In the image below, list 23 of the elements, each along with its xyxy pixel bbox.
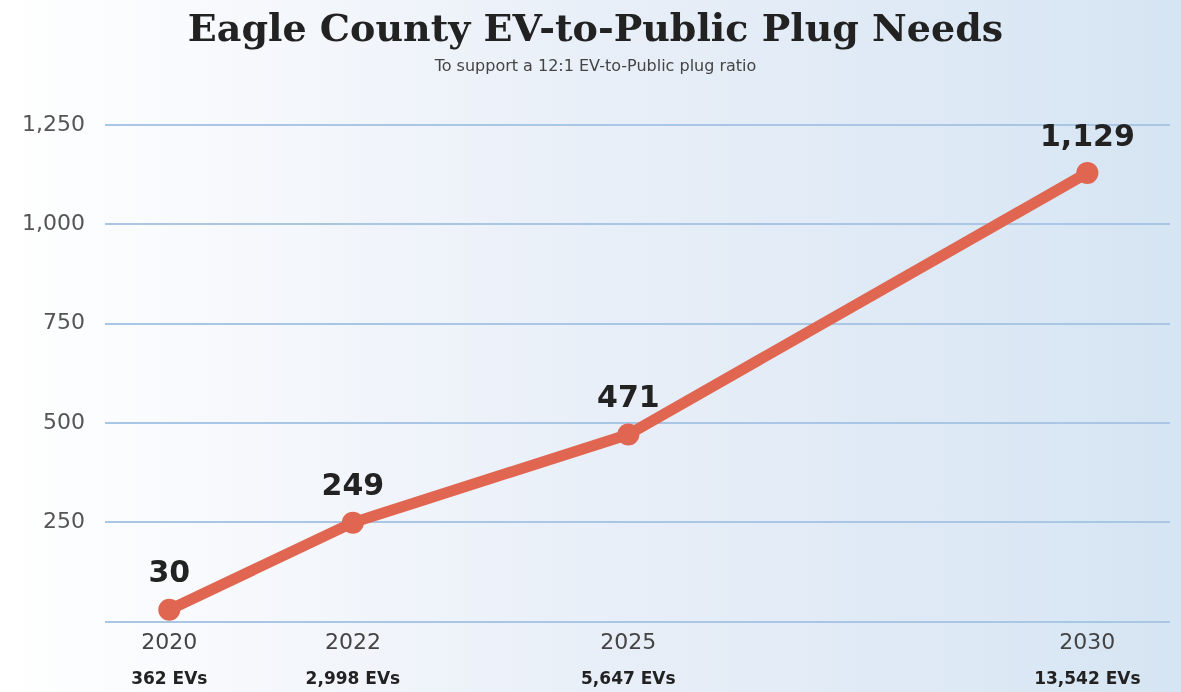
chart-subtitle: To support a 12:1 EV-to-Public plug ratio xyxy=(433,56,757,76)
point xyxy=(1076,161,1099,184)
text: 2,998 EVs xyxy=(305,668,401,689)
x-tick-label: 2022 xyxy=(324,628,381,654)
point xyxy=(158,598,181,621)
y-tick-label: 250 xyxy=(43,507,85,533)
x-tick-label: 2020 xyxy=(141,628,198,654)
text: 249 xyxy=(321,467,385,503)
y-tick-label: 750 xyxy=(43,309,85,335)
x-tick-label: 2025 xyxy=(600,628,657,654)
text: 5,647 EVs xyxy=(581,668,676,689)
y-tick-label: 1,000 xyxy=(22,209,85,235)
text: 362 EVs xyxy=(131,668,208,689)
point xyxy=(617,423,640,446)
text: 13,542 EVs xyxy=(1034,668,1141,689)
y-tick-label: 1,250 xyxy=(22,110,85,136)
x-tick-label: 2030 xyxy=(1059,628,1116,654)
text: 1,129 xyxy=(1039,117,1135,153)
point xyxy=(341,511,364,534)
text: 30 xyxy=(148,554,191,590)
y-tick-label: 500 xyxy=(43,408,85,434)
text: 471 xyxy=(597,379,660,415)
chart-title: Eagle County EV-to-Public Plug Needs xyxy=(187,4,1004,50)
